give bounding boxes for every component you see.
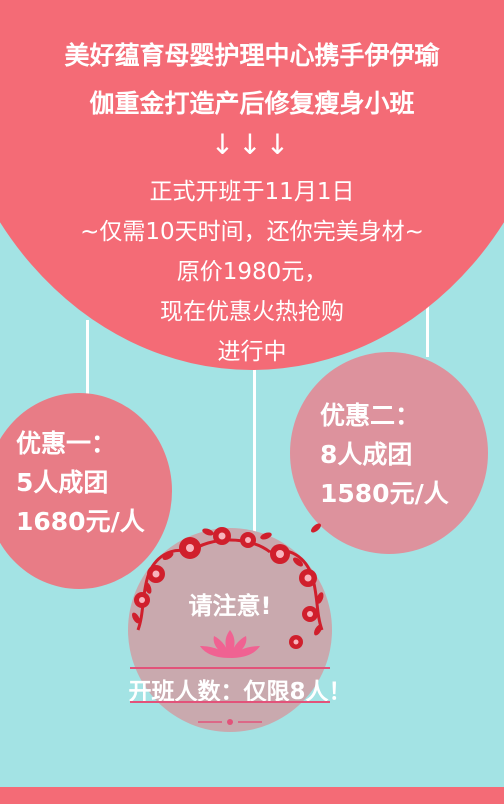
hanging-line-center <box>253 355 256 540</box>
offer-two-text: 优惠二： 8人成团 1580元/人 <box>320 396 449 513</box>
bottom-bar <box>0 787 504 804</box>
note-title: 请注意! <box>188 592 272 620</box>
headline-line-2: 伽重金打造产后修复瘦身小班 <box>89 89 415 118</box>
class-size-limit-text: 开班人数：仅限8人！ <box>128 679 352 705</box>
offer-one-circle <box>0 393 172 589</box>
hero-circle <box>0 0 504 370</box>
offer-two-group: 8人成团 <box>320 440 413 469</box>
headline-line-1: 美好蕴育母婴护理中心携手伊伊瑜 <box>64 41 440 70</box>
flower-wreath-icon <box>132 523 324 658</box>
start-date-text: 正式开班于11月1日 <box>149 179 355 205</box>
offer-one-group: 5人成团 <box>16 468 109 497</box>
ongoing-text: 进行中 <box>217 339 287 365</box>
hanging-line-left <box>86 320 89 410</box>
down-arrows-icon: ↓↓↓ <box>210 128 294 161</box>
promo-text: 现在优惠火热抢购 <box>160 299 344 325</box>
offer-one-text: 优惠一： 5人成团 1680元/人 <box>16 424 145 541</box>
duration-text: ~仅需10天时间，还你完美身材~ <box>80 219 424 245</box>
original-price-text: 原价1980元， <box>176 259 328 285</box>
hanging-line-right <box>426 282 429 357</box>
offer-one-price: 1680元/人 <box>16 507 145 536</box>
offer-two-label: 优惠二： <box>320 401 421 430</box>
offer-two-price: 1580元/人 <box>320 479 449 508</box>
small-ornament-icon <box>198 719 262 725</box>
offer-two-circle <box>290 352 488 554</box>
divider-top <box>130 667 330 669</box>
divider-bottom <box>130 701 330 703</box>
offer-one-label: 优惠一： <box>16 429 117 458</box>
